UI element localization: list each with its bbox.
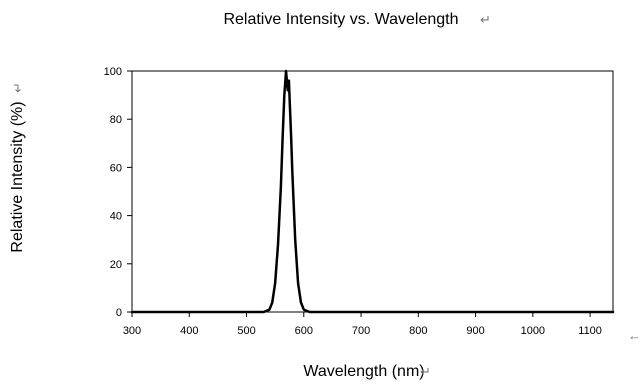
y-tick-label: 60 — [110, 162, 122, 174]
y-axis-label: Relative Intensity (%) — [9, 101, 26, 252]
x-tick-label: 900 — [466, 325, 484, 337]
x-tick-label: 700 — [352, 325, 370, 337]
y-axis-label-group: Relative Intensity (%) ↵ — [9, 82, 26, 252]
title-return-mark: ↵ — [480, 12, 491, 27]
x-axis-label: Wavelength (nm) — [303, 363, 424, 380]
x-tick-label: 1100 — [578, 325, 602, 337]
x-axis: 300 400 500 600 700 800 900 1000 1100 — [123, 312, 613, 337]
y-tick-label: 0 — [116, 307, 122, 319]
y-tick-label: 20 — [110, 259, 122, 271]
y-axis: 0 20 40 60 80 100 — [104, 66, 132, 319]
y-tick-label: 40 — [110, 211, 122, 223]
x-tick-label: 300 — [123, 325, 141, 337]
x-tick-label: 600 — [295, 325, 313, 337]
plot-frame — [132, 71, 613, 312]
x-tick-label: 500 — [237, 325, 255, 337]
x-axis-label-return-mark: ↵ — [420, 364, 431, 379]
chart-title: Relative Intensity vs. Wavelength — [223, 11, 458, 28]
x-tick-label: 1000 — [521, 325, 545, 337]
x-axis-label-group: Wavelength (nm) ↵ — [303, 363, 431, 380]
y-tick-label: 80 — [110, 114, 122, 126]
x-tick-label: 400 — [180, 325, 198, 337]
x-tick-label: 800 — [409, 325, 427, 337]
y-axis-label-return-mark: ↵ — [10, 82, 25, 93]
chart-title-group: Relative Intensity vs. Wavelength ↵ — [223, 11, 490, 28]
plot-frame-group — [132, 71, 613, 312]
right-arrow-mark: ← — [628, 328, 641, 343]
y-tick-label: 100 — [104, 66, 122, 78]
